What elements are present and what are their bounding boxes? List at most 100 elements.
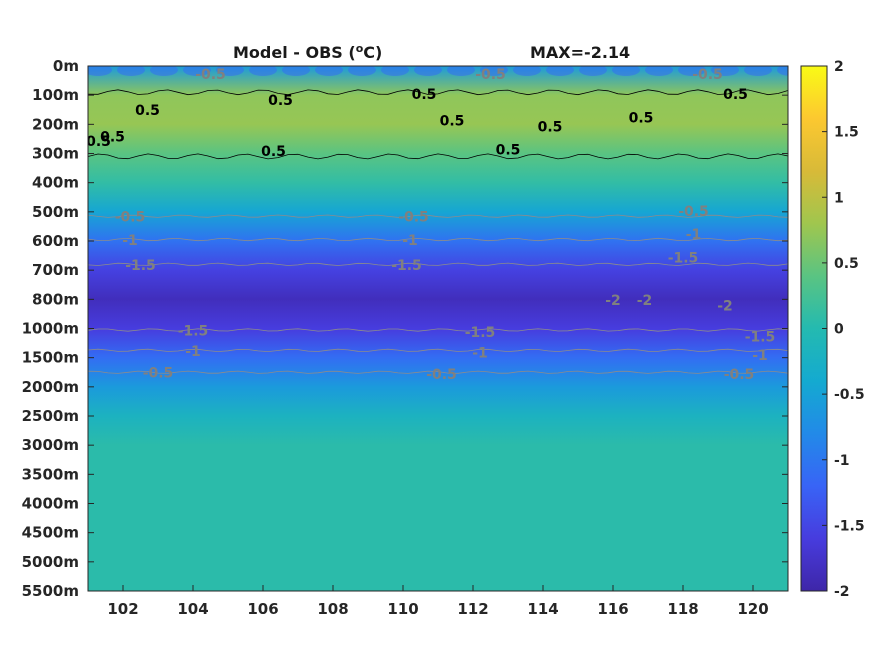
contour-label: -2 (605, 293, 621, 309)
surface-wave-cell (282, 66, 310, 76)
y-tick-label: 300m (32, 145, 79, 163)
x-tick-label: 118 (667, 600, 698, 618)
title-unit: C) (363, 43, 382, 62)
y-tick-label: 800m (32, 290, 79, 308)
surface-wave-cell (150, 66, 178, 76)
x-tick-label: 108 (317, 600, 348, 618)
colorbar-tick-label: 0 (834, 322, 844, 338)
surface-wave-cell (579, 66, 607, 76)
x-tick-label: 104 (177, 600, 208, 618)
contour-label: -0.5 (678, 204, 709, 220)
surface-wave-cell (183, 66, 211, 76)
contour-label: 0.5 (538, 119, 563, 135)
x-axis: 102 104 106 108 110 112 114 116 118 120 (107, 585, 769, 618)
y-tick-label: 500m (32, 203, 79, 221)
y-tick-label: 5500m (22, 582, 79, 600)
contour-label: -1.5 (391, 258, 422, 274)
colorbar: 2 1.5 1 0.5 0 -0.5 -1 -1.5 -2 (800, 59, 865, 600)
plot-area: -0.5 -0.5 -0.50.50.5 0.50.50.50.50.50.50.50… (86, 66, 788, 591)
y-tick-label: 200m (32, 115, 79, 133)
contour-label: -2 (637, 293, 653, 309)
contour-line (88, 214, 788, 218)
surface-wave-cell (480, 66, 508, 76)
contour-label: -0.5 (692, 67, 723, 83)
contour-label: -1 (122, 233, 138, 249)
y-tick-label: 400m (32, 174, 79, 192)
y-axis: 0m 100m 200m 300m 400m 500m 600m 700m 800m 1000m 1… (22, 57, 788, 600)
contour-lines (88, 89, 788, 374)
contour-label: -1.5 (125, 258, 156, 274)
contour-label: -1 (472, 345, 488, 361)
contour-label: 0.5 (135, 103, 160, 119)
contour-line (88, 153, 788, 160)
x-tick-label: 120 (737, 600, 768, 618)
surface-wave-cell (678, 66, 706, 76)
x-tick-label: 116 (597, 600, 628, 618)
x-tick-label: 106 (247, 600, 278, 618)
surface-wave-cell (315, 66, 343, 76)
contour-label: -0.5 (475, 67, 506, 83)
contour-label: -1.5 (465, 325, 496, 341)
x-tick-label: 114 (527, 600, 558, 618)
colorbar-tick-label: 1 (834, 190, 844, 206)
title-superscript: o (356, 42, 364, 55)
contour-label: -1 (402, 233, 418, 249)
contour-label: 0.5 (723, 87, 748, 103)
title-main: Model - OBS ( (233, 43, 356, 62)
contour-line (88, 348, 788, 353)
colorbar-tick-label: -0.5 (834, 387, 865, 403)
surface-wave-pattern (88, 66, 788, 76)
surface-wave-cell (414, 66, 442, 76)
surface-wave-cell (513, 66, 541, 76)
surface-wave-cell (546, 66, 574, 76)
x-tick-label: 110 (387, 600, 418, 618)
surface-wave-cell (348, 66, 376, 76)
surface-wave-cell (612, 66, 640, 76)
max-label: MAX=-2.14 (530, 43, 630, 62)
contour-label: 0.5 (268, 93, 293, 109)
contour-label: 0.5 (261, 144, 286, 160)
colorbar-tick-label: -2 (834, 584, 850, 600)
colorbar-tick-label: 1.5 (834, 125, 859, 141)
contour-line (88, 328, 788, 332)
y-tick-label: 1000m (22, 320, 79, 338)
contour-label: -1.5 (668, 251, 699, 267)
y-tick-label: 100m (32, 86, 79, 104)
contour-label: -1 (752, 348, 768, 364)
y-tick-label: 600m (32, 232, 79, 250)
surface-wave-cell (117, 66, 145, 76)
colorbar-tick-label: 0.5 (834, 256, 859, 272)
contour-label: 0.5 (629, 111, 654, 127)
contour-label: -0.5 (426, 367, 457, 383)
colorbar-tick-label: 2 (834, 59, 844, 75)
surface-wave-cell (88, 66, 112, 76)
surface-wave-cell (216, 66, 244, 76)
y-tick-label: 3000m (22, 436, 79, 454)
x-tick-label: 112 (457, 600, 488, 618)
surface-wave-cell (711, 66, 739, 76)
contour-label: -0.5 (724, 367, 755, 383)
chart-title: Model - OBS (oC) (233, 42, 382, 62)
contour-label: -0.5 (143, 366, 174, 382)
y-tick-label: 5000m (22, 553, 79, 571)
contour-label: -0.5 (398, 210, 429, 226)
surface-wave-cell (447, 66, 475, 76)
contour-label: -0.5 (115, 210, 146, 226)
svg-text:Model - OBS (oC): Model - OBS (oC) (233, 42, 382, 62)
y-tick-label: 1500m (22, 349, 79, 367)
contour-label: -1 (185, 344, 201, 360)
surface-wave-cell (381, 66, 409, 76)
contour-label: -0.5 (195, 67, 226, 83)
contour-label: 0.5 (412, 87, 437, 103)
x-tick-label: 102 (107, 600, 138, 618)
surface-wave-cell (249, 66, 277, 76)
contour-label: 0.5 (440, 113, 465, 129)
y-tick-label: 0m (53, 57, 79, 75)
colorbar-ticks: 2 1.5 1 0.5 0 -0.5 -1 -1.5 -2 (822, 59, 865, 600)
y-tick-label: 4000m (22, 495, 79, 513)
contour-label: 0.5 (86, 134, 111, 150)
surface-wave-cell (645, 66, 673, 76)
contour-label: -1 (686, 227, 702, 243)
contour-line (88, 89, 788, 96)
